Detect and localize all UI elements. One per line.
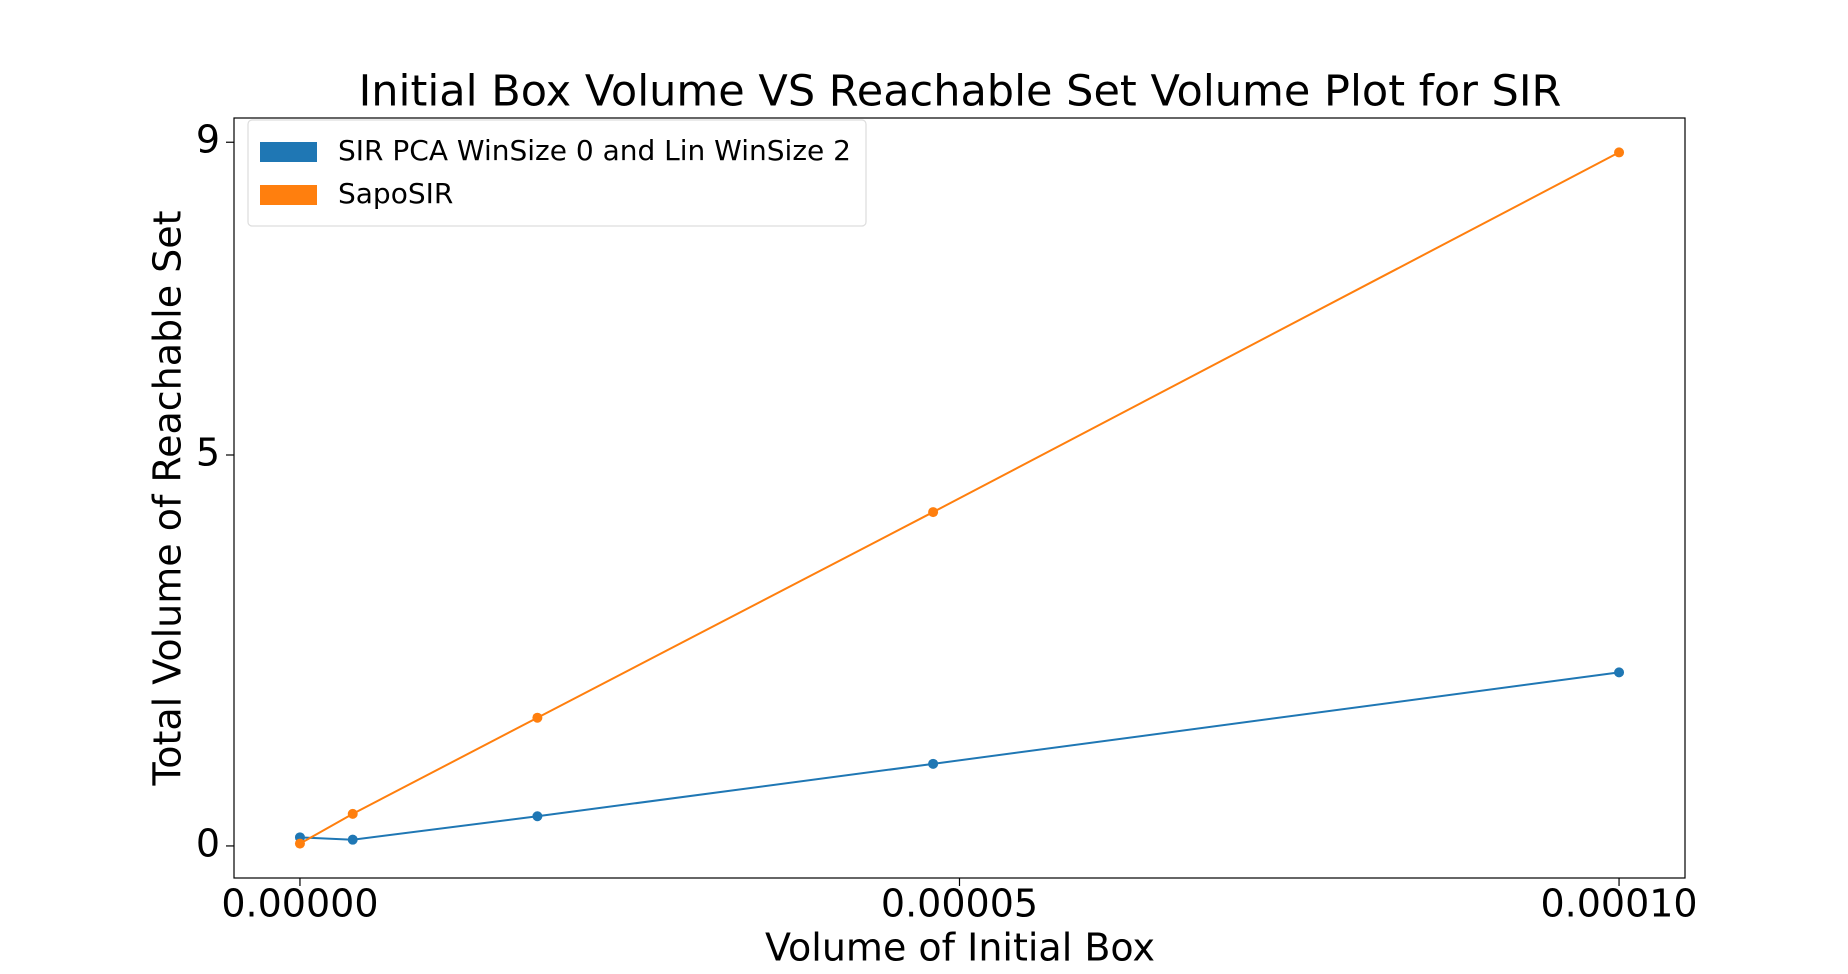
data-point xyxy=(1614,147,1625,158)
legend-label: SIR PCA WinSize 0 and Lin WinSize 2 xyxy=(338,134,851,167)
data-point xyxy=(532,811,543,822)
data-point xyxy=(347,808,358,819)
legend-swatch xyxy=(260,142,317,162)
x-tick-label: 0.00010 xyxy=(1540,882,1697,926)
x-axis-label: Volume of Initial Box xyxy=(765,926,1155,970)
y-tick-label: 9 xyxy=(196,118,220,162)
data-point xyxy=(928,758,939,769)
data-point xyxy=(294,838,305,849)
y-axis-label: Total Volume of Reachable Set xyxy=(146,210,190,786)
legend-label: SapoSIR xyxy=(338,177,453,210)
plot-frame xyxy=(233,117,1686,879)
data-point xyxy=(347,834,358,845)
x-tick-label: 0.00000 xyxy=(221,882,378,926)
legend-box xyxy=(247,119,867,227)
chart-title: Initial Box Volume VS Reachable Set Volu… xyxy=(359,67,1562,117)
legend-swatch xyxy=(260,185,317,205)
series-line xyxy=(299,151,1620,845)
y-tick-label: 0 xyxy=(196,821,220,865)
data-point xyxy=(928,507,939,518)
data-point xyxy=(1614,667,1625,678)
y-tick-label: 5 xyxy=(196,430,220,474)
x-tick-label: 0.00005 xyxy=(881,882,1038,926)
data-point xyxy=(532,712,543,723)
series-line xyxy=(299,671,1620,841)
